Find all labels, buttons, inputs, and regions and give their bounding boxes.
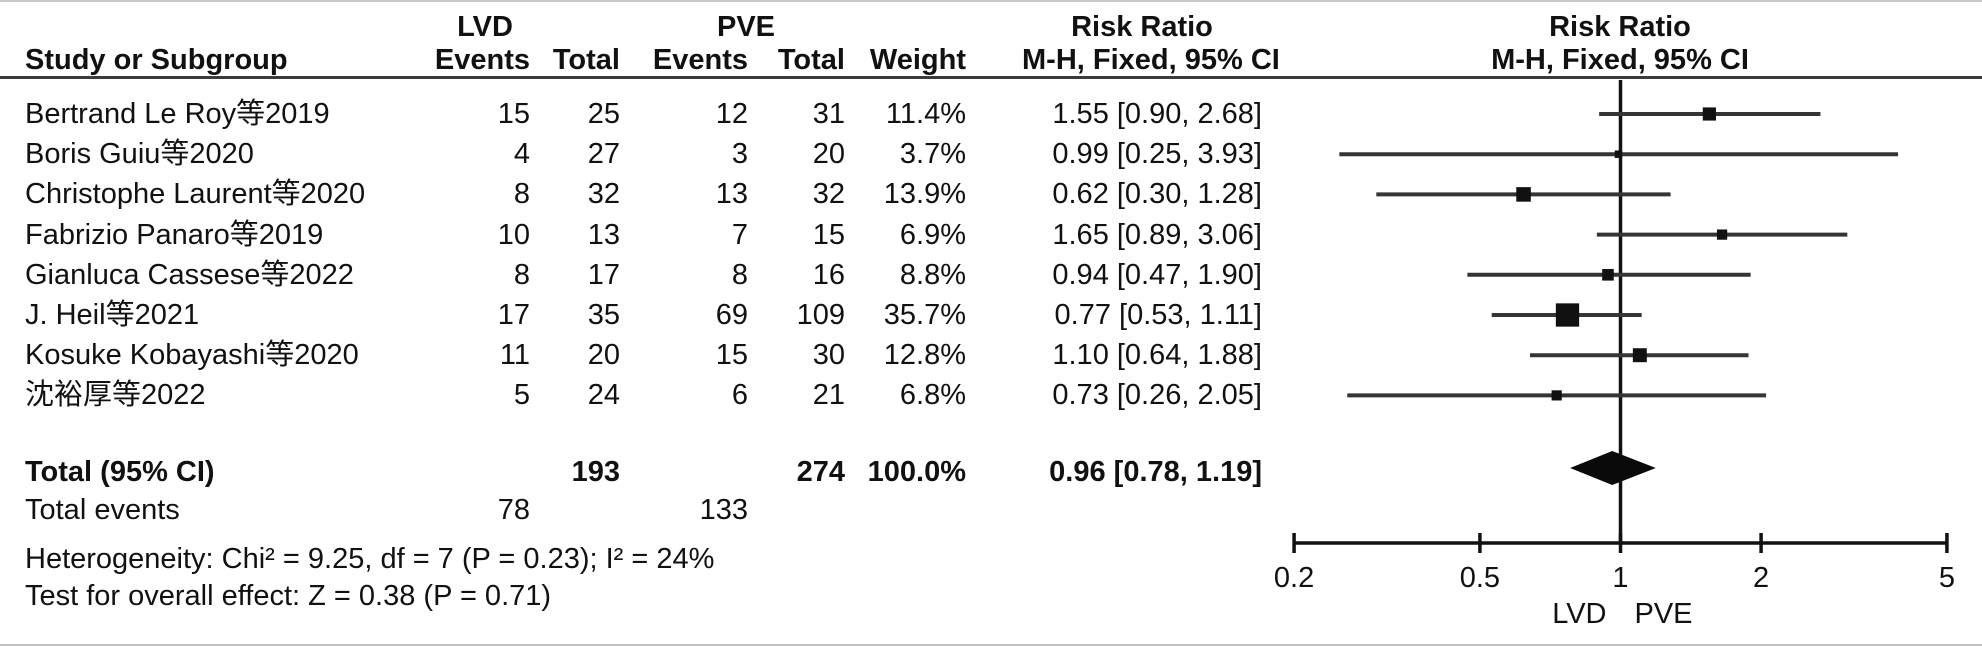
risk-ratio-value: 1.10 [0.64, 1.88] xyxy=(1052,339,1262,371)
pve-events: 12 xyxy=(715,98,748,130)
overall-effect-stat: Test for overall effect: Z = 0.38 (P = 0… xyxy=(25,580,552,612)
effect-square xyxy=(1632,348,1647,363)
lvd-total: 24 xyxy=(587,379,620,411)
effect-square xyxy=(1551,390,1562,401)
lvd-total: 17 xyxy=(587,259,620,291)
lvd-events: 11 xyxy=(499,339,530,371)
lvd-total: 25 xyxy=(587,98,620,130)
lvd-total: 13 xyxy=(587,219,620,251)
pve-events-header: Events xyxy=(652,44,748,76)
pve-total: 31 xyxy=(812,98,845,130)
column-group-pve: PVE xyxy=(716,11,776,43)
risk-ratio-header-text: Risk Ratio xyxy=(1071,11,1213,43)
weight-value: 13.9% xyxy=(883,178,966,210)
total-label: Total (95% CI) xyxy=(25,456,215,488)
header-rule xyxy=(0,76,1982,79)
weight-header: Weight xyxy=(869,44,966,76)
weight-value: 6.9% xyxy=(899,219,966,251)
study-name: Fabrizio Panaro等2019 xyxy=(25,219,324,251)
total-events-label: Total events xyxy=(25,494,180,526)
study-name: 沈裕厚等2022 xyxy=(25,379,206,411)
weight-value: 6.8% xyxy=(899,379,966,411)
heterogeneity-stat: Heterogeneity: Chi² = 9.25, df = 7 (P = … xyxy=(25,543,715,575)
weight-value: 35.7% xyxy=(883,299,966,331)
lvd-total-header: Total xyxy=(552,44,620,76)
pve-events: 6 xyxy=(731,379,748,411)
pve-total: 16 xyxy=(812,259,845,291)
effect-square xyxy=(1516,187,1531,202)
total-risk-ratio: 0.96 [0.78, 1.19] xyxy=(1049,456,1262,488)
pve-total-header: Total xyxy=(777,44,845,76)
study-name: Bertrand Le Roy等2019 xyxy=(25,98,330,130)
study-name: Christophe Laurent等2020 xyxy=(25,178,366,210)
effect-square xyxy=(1716,229,1728,240)
tick-label: 0.5 xyxy=(1460,562,1500,594)
pve-events: 7 xyxy=(731,219,748,251)
pve-total: 109 xyxy=(796,299,845,331)
lvd-events: 4 xyxy=(513,138,530,170)
pve-events: 13 xyxy=(715,178,748,210)
study-name: Gianluca Cassese等2022 xyxy=(25,259,354,291)
lvd-events: 15 xyxy=(497,98,530,130)
study-column-header: Study or Subgroup xyxy=(25,44,288,76)
lvd-events: 8 xyxy=(513,259,530,291)
tick-label: 1 xyxy=(1612,562,1628,594)
effect-square xyxy=(1614,150,1623,158)
risk-ratio-value: 0.94 [0.47, 1.90] xyxy=(1052,259,1262,291)
lvd-total-events: 78 xyxy=(497,494,530,526)
risk-ratio-header-plot: Risk Ratio xyxy=(1549,11,1691,43)
pve-grand-total: 274 xyxy=(796,456,845,488)
risk-ratio-value: 0.99 [0.25, 3.93] xyxy=(1052,138,1262,170)
risk-ratio-value: 0.62 [0.30, 1.28] xyxy=(1052,178,1262,210)
method-header-plot: M-H, Fixed, 95% CI xyxy=(1491,44,1749,76)
pve-events: 3 xyxy=(731,138,748,170)
column-group-lvd: LVD xyxy=(457,11,513,43)
risk-ratio-value: 0.73 [0.26, 2.05] xyxy=(1052,379,1262,411)
method-header-text: M-H, Fixed, 95% CI xyxy=(1022,44,1280,76)
lvd-total: 27 xyxy=(587,138,620,170)
risk-ratio-value: 0.77 [0.53, 1.11] xyxy=(1054,299,1262,331)
weight-value: 3.7% xyxy=(899,138,966,170)
pve-total: 32 xyxy=(812,178,845,210)
lvd-total: 20 xyxy=(587,339,620,371)
summary-diamond xyxy=(1570,451,1656,485)
weight-value: 12.8% xyxy=(883,339,966,371)
effect-square xyxy=(1555,303,1580,327)
lvd-events: 5 xyxy=(513,379,530,411)
tick-label: 0.2 xyxy=(1274,562,1314,594)
lvd-total: 32 xyxy=(587,178,620,210)
lvd-events-header: Events xyxy=(434,44,530,76)
total-weight: 100.0% xyxy=(867,456,966,488)
risk-ratio-value: 1.55 [0.90, 2.68] xyxy=(1052,98,1262,130)
pve-total: 20 xyxy=(812,138,845,170)
pve-total: 30 xyxy=(812,339,845,371)
pve-events: 15 xyxy=(715,339,748,371)
study-name: Kosuke Kobayashi等2020 xyxy=(25,339,359,371)
effect-square xyxy=(1602,269,1614,281)
pve-total: 21 xyxy=(812,379,845,411)
effect-square xyxy=(1702,107,1716,121)
forest-plot-svg: 0.2 0.5 1 2 5 LVD PVE xyxy=(1274,80,1955,630)
lvd-grand-total: 193 xyxy=(571,456,620,488)
risk-ratio-value: 1.65 [0.89, 3.06] xyxy=(1052,219,1262,251)
lvd-events: 10 xyxy=(497,219,530,251)
tick-label: 5 xyxy=(1939,562,1955,594)
weight-value: 8.8% xyxy=(899,259,966,291)
lvd-events: 17 xyxy=(497,299,530,331)
pve-total: 15 xyxy=(812,219,845,251)
tick-label: 2 xyxy=(1753,562,1769,594)
favours-label-left: LVD xyxy=(1552,598,1606,630)
lvd-events: 8 xyxy=(513,178,530,210)
weight-value: 11.4% xyxy=(885,98,966,130)
lvd-total: 35 xyxy=(587,299,620,331)
study-name: J. Heil等2021 xyxy=(25,299,200,331)
forest-plot: 0.2 0.5 1 2 5 LVD PVE xyxy=(1050,80,1982,644)
study-name: Boris Guiu等2020 xyxy=(25,138,254,170)
pve-total-events: 133 xyxy=(699,494,748,526)
pve-events: 69 xyxy=(715,299,748,331)
favours-label-right: PVE xyxy=(1635,598,1693,630)
pve-events: 8 xyxy=(731,259,748,291)
